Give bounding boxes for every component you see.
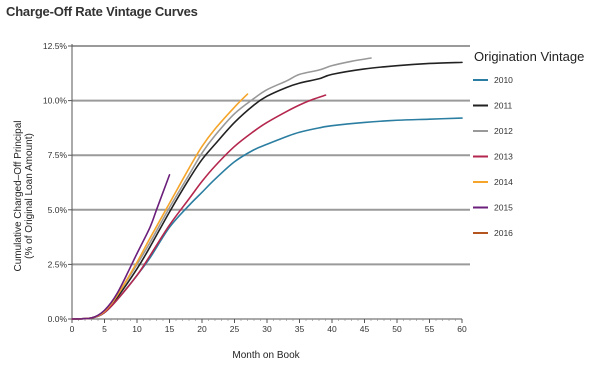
series-line-2012 <box>71 57 372 320</box>
legend-label-2015: 2015 <box>494 203 513 213</box>
series-line-2010 <box>71 117 463 320</box>
legend-label-2012: 2012 <box>494 126 513 136</box>
series-line-2013 <box>71 94 327 320</box>
y-tick-label: 2.5% <box>48 259 68 269</box>
legend-label-2010: 2010 <box>494 75 513 85</box>
x-tick-label: 10 <box>132 324 142 334</box>
x-tick-label: 25 <box>230 324 240 334</box>
axes: 0.0% 2.5% 5.0% 7.5% 10.0% 12.5% 0 5 10 15 20 25 30 35… <box>43 41 467 334</box>
y-tick-label: 10.0% <box>43 96 68 106</box>
y-axis-label-line2: (% of Original Loan Amount) <box>24 133 35 259</box>
y-tick-label: 12.5% <box>43 41 68 51</box>
x-tick-label: 20 <box>197 324 207 334</box>
legend-label-2011: 2011 <box>494 101 513 111</box>
x-tick-label: 45 <box>360 324 370 334</box>
series-line-2015 <box>71 174 171 320</box>
y-tick-label: 5.0% <box>48 205 68 215</box>
legend-title: Origination Vintage <box>474 49 584 64</box>
x-tick-label: 60 <box>457 324 467 334</box>
y-axis-label-line1: Cumulative Charged–Off Principal <box>13 120 24 271</box>
legend: Origination Vintage 2010 2011 2012 2013 2014… <box>473 49 584 238</box>
y-tick-label: 7.5% <box>48 150 68 160</box>
x-tick-label: 0 <box>70 324 75 334</box>
series-line-2011 <box>71 61 463 320</box>
x-tick-label: 5 <box>102 324 107 334</box>
series-lines <box>71 57 463 320</box>
chart-title: Charge-Off Rate Vintage Curves <box>6 4 198 19</box>
legend-label-2014: 2014 <box>494 177 513 187</box>
y-tick-label: 0.0% <box>48 314 68 324</box>
x-tick-label: 30 <box>262 324 272 334</box>
x-tick-label: 35 <box>295 324 305 334</box>
axis-labels: Month on Book Cumulative Charged–Off Pri… <box>13 120 301 361</box>
x-tick-label: 50 <box>392 324 402 334</box>
gridlines <box>72 45 470 266</box>
legend-label-2013: 2013 <box>494 152 513 162</box>
x-tick-label: 55 <box>425 324 435 334</box>
x-tick-label: 40 <box>327 324 337 334</box>
legend-label-2016: 2016 <box>494 228 513 238</box>
x-tick-label: 15 <box>165 324 175 334</box>
x-axis-label: Month on Book <box>232 350 300 361</box>
